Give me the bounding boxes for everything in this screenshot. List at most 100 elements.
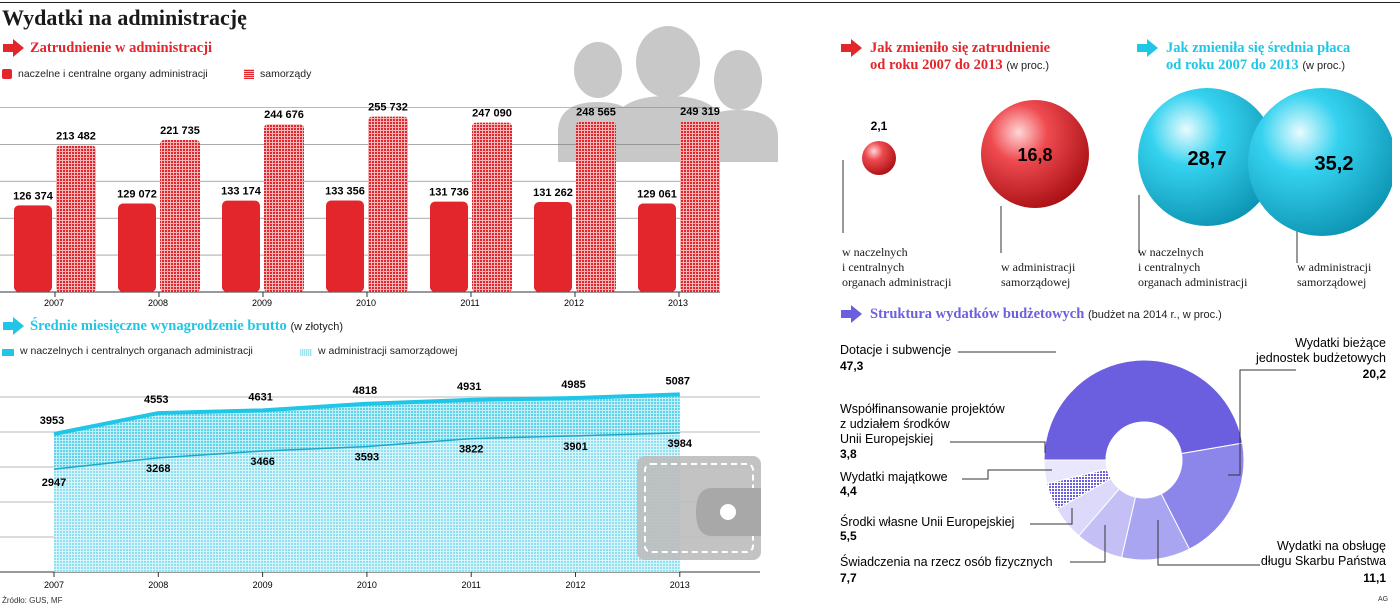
cyan-arrow-icon [3, 317, 24, 335]
source-note: Źródło: GUS, MF [2, 596, 63, 605]
bar-local [160, 139, 200, 292]
x-tick-label: 2013 [668, 298, 688, 308]
bar-central-label: 131 736 [429, 187, 469, 199]
employment-change-central-label: w naczelnych i centralnych organach admi… [842, 245, 952, 289]
bar-central [326, 200, 364, 292]
point-label-local: 3268 [146, 463, 170, 475]
employment-change-bubbles: 2,1 16,8 [842, 100, 1089, 253]
bar-local-label: 244 676 [264, 109, 304, 121]
bar-central [638, 203, 676, 292]
bar-central-label: 129 072 [117, 188, 157, 200]
bubble-local [981, 100, 1089, 208]
red-arrow-icon [3, 39, 24, 57]
donut-slice [1043, 459, 1108, 485]
point-label-central: 4818 [353, 385, 377, 397]
area-local [54, 432, 680, 572]
bubble-central [862, 141, 896, 175]
bar-central [222, 200, 260, 292]
point-label-central: 4631 [248, 391, 272, 403]
slice-label: Środki własne Unii Europejskiej [840, 514, 1014, 529]
page-title: Wydatki na administrację [2, 5, 247, 30]
x-tick-label: 2011 [460, 298, 479, 308]
slice-label: Wydatki na obsługę [1277, 539, 1386, 553]
employment-legend-local: samorządy [244, 68, 311, 80]
point-label-local: 3901 [563, 441, 587, 453]
salary-title: Średnie miesięczne wynagrodzenie brutto … [30, 318, 343, 334]
bar-central-label: 133 174 [221, 186, 262, 198]
salary-change-title: Jak zmieniła się średnia płaca od roku 2… [1166, 40, 1351, 73]
bar-local [264, 124, 304, 292]
bar-central-label: 126 374 [13, 190, 54, 202]
x-tick-label: 2008 [148, 580, 168, 590]
bar-local [472, 122, 512, 292]
leader-line [962, 469, 1052, 480]
x-tick-label: 2011 [462, 580, 481, 590]
legend-swatch-red-dotted [244, 69, 254, 79]
leader-line [1030, 508, 1073, 525]
salary-change-local-label: w administracji samorządowej [1297, 260, 1372, 289]
legend-swatch-cyan [2, 349, 14, 356]
slice-label: Współfinansowanie projektów [840, 402, 1006, 416]
bubble-central-value: 28,7 [1188, 148, 1227, 170]
bubble-central [1138, 88, 1276, 226]
point-label-central: 4985 [561, 379, 585, 391]
slice-value: 5,5 [840, 529, 857, 543]
slice-value: 4,4 [840, 484, 857, 498]
bubble-local-value: 35,2 [1315, 153, 1354, 175]
bar-local-label: 255 732 [368, 102, 408, 114]
wallet-icon [637, 456, 761, 560]
employment-title: Zatrudnienie w administracji [30, 40, 213, 56]
slice-label: jednostek budżetowych [1255, 351, 1386, 365]
point-label-local: 3466 [250, 456, 274, 468]
point-label-central: 3953 [40, 415, 64, 427]
employment-chart: 126 374 213 482 2007 129 072 221 735 2008 133 … [0, 102, 720, 308]
bar-local [56, 145, 96, 292]
bar-central [430, 201, 468, 292]
slice-value: 3,8 [840, 447, 857, 461]
x-tick-label: 2009 [252, 298, 272, 308]
x-tick-label: 2008 [148, 298, 168, 308]
slice-value: 47,3 [840, 359, 864, 373]
x-tick-label: 2013 [670, 580, 690, 590]
salary-legend-local: w administracji samorządowej [300, 345, 457, 357]
bar-local-label: 248 565 [576, 107, 616, 119]
bar-local-label: 213 482 [56, 131, 96, 143]
purple-arrow-icon [841, 305, 862, 323]
slice-label: Wydatki bieżące [1295, 336, 1386, 350]
salary-change-bubbles: 28,7 35,2 [1138, 88, 1392, 263]
cyan-arrow-icon-2 [1137, 39, 1158, 57]
salary-legend-central: w naczelnych i centralnych organach admi… [2, 345, 253, 357]
line-local [53, 432, 680, 470]
point-label-local: 2947 [42, 477, 66, 489]
slice-label: z udziałem środków [840, 417, 951, 431]
x-tick-label: 2010 [356, 298, 376, 308]
x-tick-label: 2009 [253, 580, 273, 590]
top-rule [0, 2, 1400, 3]
slice-label: Unii Europejskiej [840, 432, 933, 446]
slice-value: 11,1 [1363, 571, 1386, 585]
employment-legend-central: naczelne i centralne organy administracj… [2, 68, 208, 80]
salary-chart: 3953 2947 2007 4553 3268 2008 4631 3466 2009 4818… [0, 375, 761, 590]
bar-local-label: 247 090 [472, 108, 512, 120]
slice-value: 20,2 [1363, 367, 1387, 381]
leader-line [1228, 369, 1296, 476]
bar-central-label: 133 356 [325, 186, 365, 198]
bar-central-label: 129 061 [637, 189, 677, 201]
bar-central-label: 131 262 [533, 187, 573, 199]
slice-label: długu Skarbu Państwa [1261, 554, 1386, 568]
x-tick-label: 2007 [44, 298, 64, 308]
point-label-central: 4931 [457, 381, 481, 393]
leader-line [950, 441, 1046, 453]
point-label-local: 3593 [355, 452, 379, 464]
leader-line [1157, 520, 1260, 566]
red-arrow-icon-2 [841, 39, 862, 57]
budget-title: Struktura wydatków budżetowych (budżet n… [870, 306, 1222, 322]
x-tick-label: 2012 [565, 580, 585, 590]
bubble-central-value: 2,1 [871, 119, 888, 133]
employment-change-local-label: w administracji samorządowej [1001, 260, 1076, 289]
donut-slice [1043, 359, 1244, 461]
legend-swatch-cyan-dotted [300, 349, 312, 356]
point-label-central: 5087 [666, 375, 690, 387]
bar-local-label: 221 735 [160, 125, 200, 137]
bubble-local-value: 16,8 [1017, 145, 1052, 165]
